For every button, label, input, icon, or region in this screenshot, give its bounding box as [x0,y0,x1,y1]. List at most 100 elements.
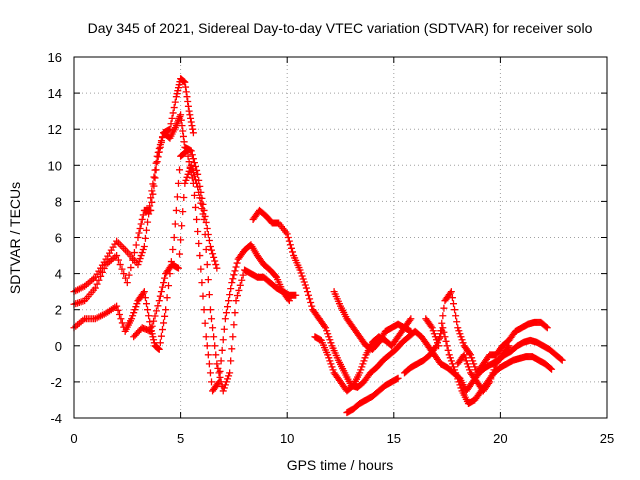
data-point [289,248,297,256]
data-point [287,244,295,252]
data-point [177,111,185,119]
series-track-e [249,206,323,323]
data-point [113,252,121,260]
data-point [449,300,457,308]
data-point [183,173,191,181]
data-point [307,298,315,306]
data-point [179,127,187,135]
data-point [183,147,191,155]
data-point [202,333,210,341]
data-point [505,342,513,350]
data-point [224,375,232,383]
data-point [326,336,334,344]
data-point [440,304,448,312]
data-point [218,346,226,354]
data-point [149,333,157,341]
data-point [542,323,550,331]
data-point [142,300,150,308]
data-point [187,114,195,122]
data-point [463,360,471,368]
data-point [471,363,479,371]
data-point [161,274,169,282]
data-point [444,346,452,354]
data-point [200,215,208,223]
data-point [136,224,144,232]
data-point [453,372,461,380]
data-point [461,354,469,362]
data-point [147,194,155,202]
data-point [196,194,204,202]
data-point [221,381,229,389]
data-point [182,88,190,96]
data-point [160,279,168,287]
x-axis-label: GPS time / hours [287,457,394,473]
data-point [198,279,206,287]
data-point [115,311,123,319]
data-point [128,315,136,323]
data-point [197,265,205,273]
data-point [328,363,336,371]
data-point [169,109,177,117]
data-point [182,148,190,156]
data-point [200,306,208,314]
data-point [326,357,334,365]
data-point [156,143,164,151]
data-point [162,306,170,314]
data-point [149,190,157,198]
data-point [177,236,185,244]
data-point [208,315,216,323]
data-point [135,258,143,266]
data-point [436,334,444,342]
y-tick-label: 8 [55,194,62,209]
data-point [139,211,147,219]
data-point [208,378,216,386]
y-axis-label: SDTVAR / TECUs [7,182,23,294]
data-point [235,286,243,294]
data-point [186,111,194,119]
data-point [189,129,197,137]
data-point [150,339,158,347]
data-point [445,351,453,359]
data-point [188,122,196,130]
data-point [448,294,456,302]
data-point [134,234,142,241]
x-tick-label: 10 [280,431,294,446]
data-point [303,288,311,296]
data-point [192,203,200,211]
data-point [357,366,365,374]
data-point [455,378,463,386]
data-point [230,321,238,329]
data-point [324,351,332,359]
data-point [185,107,193,115]
data-point [151,312,159,320]
data-point [171,98,179,106]
data-point [132,303,140,311]
data-point [151,174,159,182]
data-point [452,312,460,320]
data-point [206,306,214,314]
data-point [557,355,565,363]
data-point [361,354,369,362]
data-point [283,230,291,238]
data-point [174,87,182,95]
data-point [236,281,244,289]
y-tick-label: 16 [48,50,62,65]
data-point [358,363,366,371]
data-point [193,215,201,223]
data-point [174,179,182,187]
data-point [139,289,147,297]
data-point [454,375,462,383]
data-point [155,148,163,156]
data-point [184,102,192,110]
data-point [456,381,464,389]
data-point [183,93,191,101]
data-point [172,206,180,214]
data-point [195,188,203,196]
data-point [202,246,210,254]
data-point [302,284,310,292]
data-point [219,336,227,344]
data-point [220,384,228,392]
data-point [187,161,195,169]
data-point [194,183,202,191]
data-point [488,372,496,380]
